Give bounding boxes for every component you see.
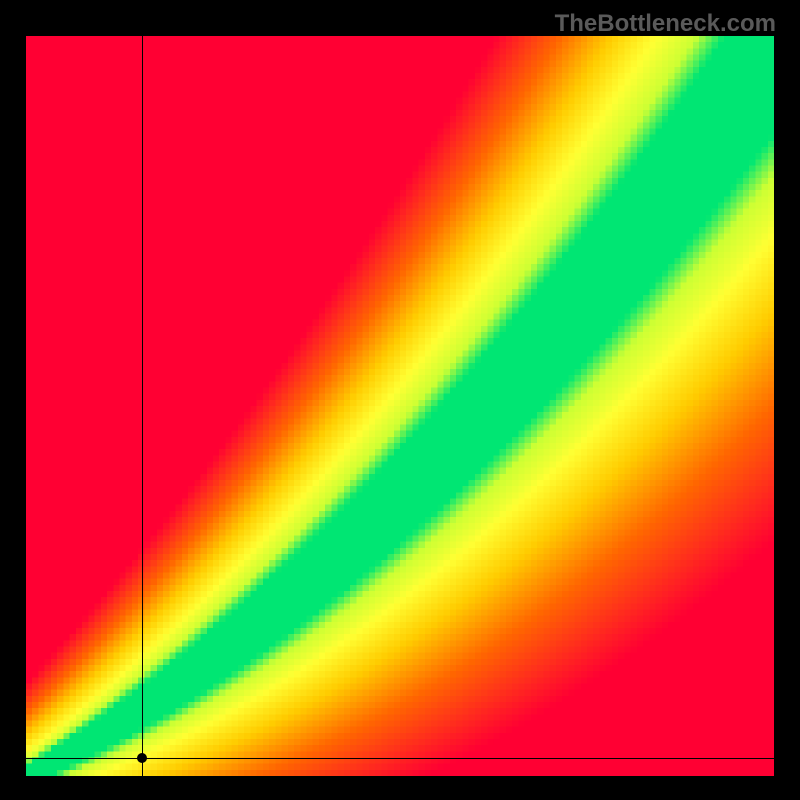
marker-dot — [137, 753, 147, 763]
marker-crosshair-vertical — [142, 36, 143, 776]
watermark-text: TheBottleneck.com — [555, 10, 776, 38]
bottleneck-heatmap — [26, 36, 774, 776]
heatmap-canvas — [26, 36, 774, 776]
